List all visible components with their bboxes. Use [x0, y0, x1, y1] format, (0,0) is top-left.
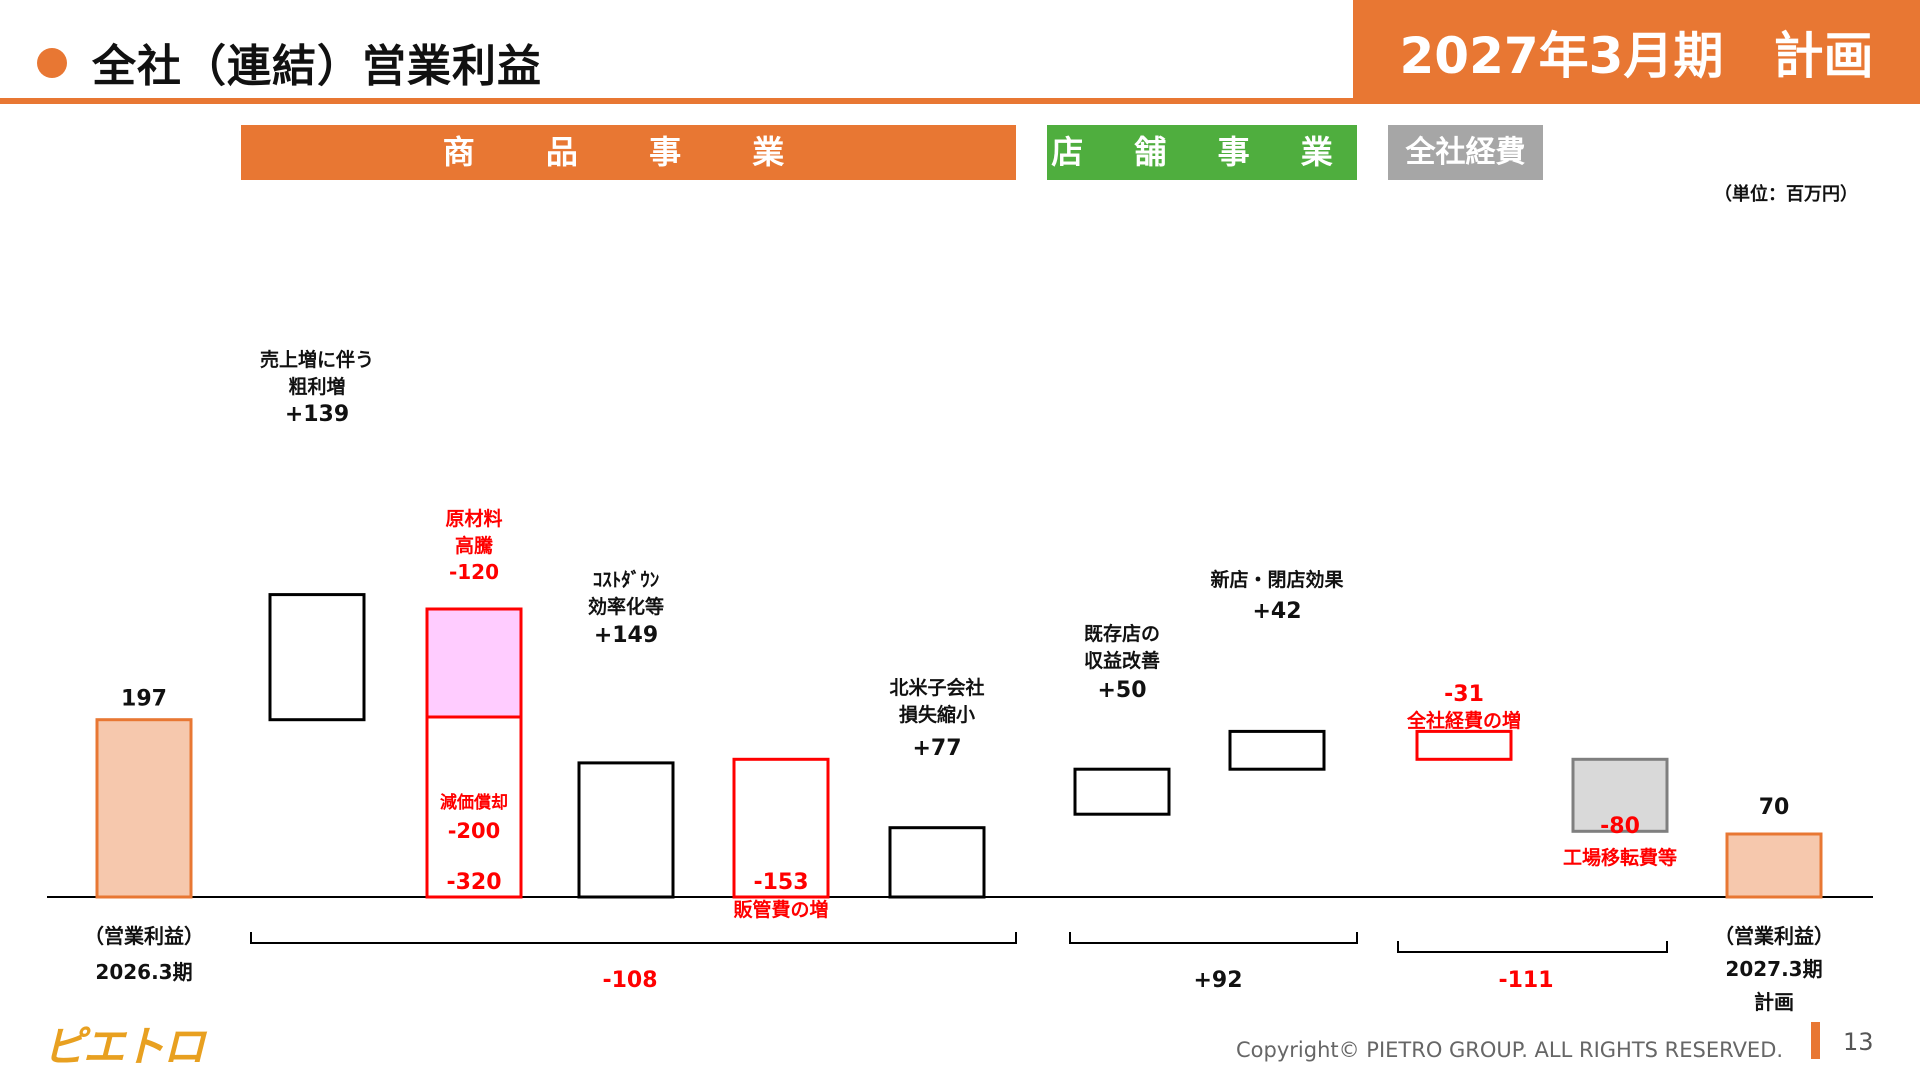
data-label: 70 — [1759, 795, 1790, 820]
header-divider — [0, 98, 1920, 104]
bar-exist — [1073, 767, 1171, 816]
page-number: 13 — [1843, 1028, 1874, 1056]
segment-total-label: +92 — [1193, 968, 1242, 993]
data-label: +149 — [594, 623, 658, 648]
copyright-text: Copyright© PIETRO GROUP. ALL RIGHTS RESE… — [1236, 1038, 1784, 1062]
data-label: +139 — [285, 402, 349, 427]
bar-label: 粗利増 — [288, 375, 345, 398]
bar-end — [1725, 832, 1823, 899]
data-label: -200 — [448, 819, 501, 843]
bar-label: 高騰 — [455, 534, 494, 557]
bar-label: 販管費の増 — [733, 898, 828, 921]
bar-newclose — [1228, 729, 1326, 771]
segment-bracket — [1069, 932, 1358, 944]
data-label: +77 — [912, 736, 961, 761]
bar-corp — [1415, 729, 1513, 761]
data-label: -31 — [1444, 682, 1484, 707]
x-axis-label: 計画 — [1754, 990, 1794, 1014]
title-bullet-icon — [37, 48, 67, 78]
bar-label: 売上増に伴う — [260, 348, 374, 371]
company-logo: ピエトロ — [43, 1022, 205, 1071]
bar-factory — [1571, 757, 1669, 833]
bar-label: ｺｽﾄﾀﾞｳﾝ — [593, 568, 660, 591]
bar-label: 全社経費の増 — [1406, 709, 1521, 732]
bar-label: 新店・閉店効果 — [1210, 568, 1343, 591]
data-label: -80 — [1600, 814, 1640, 839]
bar-label: 北米子会社 — [889, 676, 984, 699]
period-badge: 2027年3月期 計画 — [1353, 0, 1920, 98]
bar-start — [95, 718, 193, 899]
page-title: 全社（連結）営業利益 — [92, 41, 542, 92]
segment-corporate-banner: 全社経費 — [1388, 125, 1543, 180]
page-number-bar — [1811, 1022, 1820, 1059]
bar-label: 減価償却 — [440, 792, 508, 813]
bar-label: 工場移転費等 — [1563, 846, 1677, 869]
bar-label: 収益改善 — [1084, 649, 1160, 672]
data-label: -153 — [753, 870, 808, 895]
x-axis-label: （営業利益） — [1714, 924, 1834, 948]
segment-product-banner: 商 品 事 業 — [241, 125, 1016, 180]
data-label: -120 — [449, 560, 499, 584]
data-label: +42 — [1252, 599, 1301, 624]
bar-gross — [268, 593, 366, 722]
data-label: 197 — [121, 687, 167, 712]
unit-label: （単位：百万円） — [1714, 184, 1858, 205]
bar-na — [888, 826, 986, 899]
bar-raw — [425, 607, 523, 719]
segment-total-label: -108 — [602, 968, 657, 993]
x-axis-label: 2026.3期 — [95, 960, 192, 984]
segment-bracket — [1397, 941, 1668, 953]
x-axis-label: 2027.3期 — [1725, 957, 1822, 981]
segment-store-banner: 店 舗 事 業 — [1047, 125, 1357, 180]
bar-cost — [577, 761, 675, 899]
bar-label: 損失縮小 — [899, 703, 975, 726]
data-label: -320 — [446, 870, 501, 895]
x-axis-label: （営業利益） — [84, 924, 204, 948]
segment-total-label: -111 — [1498, 968, 1553, 993]
bar-label: 原材料 — [445, 507, 502, 530]
bar-sga — [732, 757, 830, 899]
bar-label: 効率化等 — [588, 595, 664, 618]
data-label: +50 — [1097, 678, 1146, 703]
period-label: 2027年3月期 計画 — [1399, 27, 1874, 85]
bar-label: 既存店の — [1084, 622, 1160, 645]
segment-bracket — [250, 932, 1017, 944]
bar-depr — [425, 715, 523, 899]
